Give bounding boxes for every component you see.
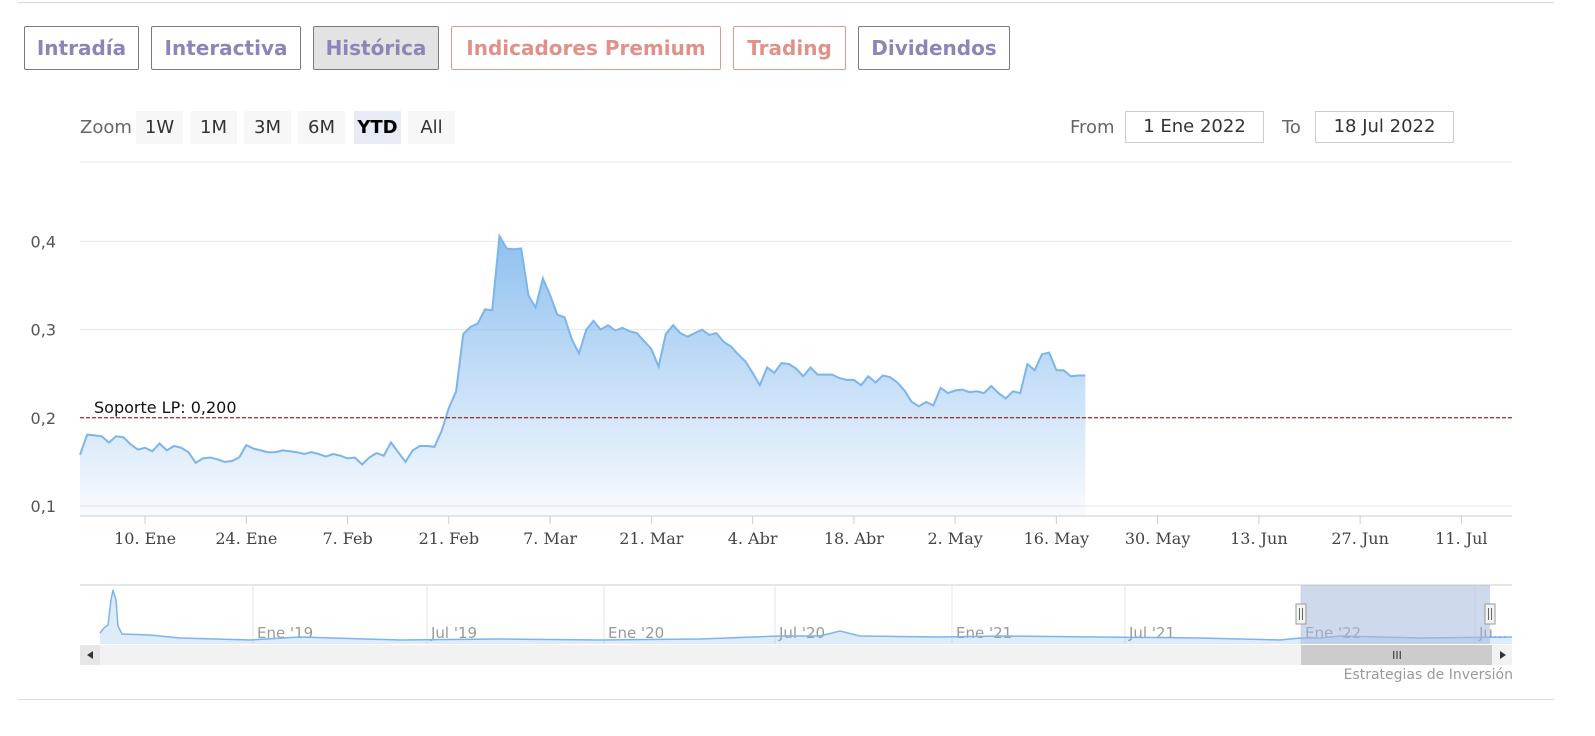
bottom-divider — [18, 699, 1554, 700]
y-tick-label: 0,4 — [31, 232, 56, 251]
x-tick-label: 7. Feb — [322, 529, 372, 548]
x-tick-label: 2. May — [927, 529, 982, 548]
arrow-right-icon — [1500, 651, 1506, 659]
x-tick-label: 16. May — [1024, 529, 1090, 548]
x-tick-label: 11. Jul — [1435, 529, 1487, 548]
to-date-input[interactable]: 18 Jul 2022 — [1315, 111, 1454, 143]
zoom-1m-button[interactable]: 1M — [190, 111, 237, 144]
x-tick-label: 24. Ene — [215, 529, 277, 548]
tab-intradia[interactable]: Intradía — [24, 26, 139, 70]
tab-dividendos[interactable]: Dividendos — [858, 26, 1010, 70]
zoom-ytd-button[interactable]: YTD — [354, 111, 401, 144]
zoom-label: Zoom — [80, 117, 132, 138]
navigator[interactable]: Ene '19 Jul '19 Ene '20 Jul '20 Ene '21 Jul '… — [80, 584, 1513, 665]
x-tick-label: 13. Jun — [1230, 529, 1288, 548]
to-label: To — [1282, 117, 1301, 138]
zoom-3m-button[interactable]: 3M — [244, 111, 291, 144]
navigator-label: Jul '19 — [430, 624, 477, 642]
y-tick-label: 0,2 — [31, 409, 56, 428]
navigator-label: Ene '21 — [956, 624, 1012, 642]
from-label: From — [1070, 117, 1115, 138]
tab-interactiva[interactable]: Interactiva — [151, 26, 301, 70]
x-tick-label: 10. Ene — [114, 529, 176, 548]
price-area — [80, 236, 1086, 516]
x-tick-label: 30. May — [1125, 529, 1191, 548]
credit-link[interactable]: Estrategias de Inversión — [1343, 667, 1513, 683]
scrollbar-grip: III — [1392, 649, 1402, 662]
x-tick-label: 18. Abr — [824, 529, 884, 548]
support-label: Soporte LP: 0,200 — [94, 398, 237, 417]
x-tick-label: 27. Jun — [1331, 529, 1389, 548]
x-tick-label: 21. Mar — [619, 529, 683, 548]
y-tick-label: 0,1 — [31, 497, 56, 516]
scrollbar-thumb — [1301, 645, 1493, 665]
navigator-label: Ene '20 — [608, 624, 664, 642]
from-date-input[interactable]: 1 Ene 2022 — [1125, 111, 1264, 143]
navigator-label: Jul '20 — [778, 624, 825, 642]
arrow-left-icon — [87, 651, 93, 659]
y-tick-label: 0,3 — [31, 321, 56, 340]
scrollbar-track — [80, 645, 1512, 665]
x-tick-label: 7. Mar — [523, 529, 577, 548]
price-line — [79, 232, 1086, 466]
tab-historica[interactable]: Histórica — [313, 26, 439, 70]
navigator-selection — [1301, 585, 1490, 644]
zoom-all-button[interactable]: All — [408, 111, 455, 144]
zoom-6m-button[interactable]: 6M — [298, 111, 345, 144]
navigator-line — [99, 589, 1513, 641]
tab-indicadores-premium[interactable]: Indicadores Premium — [451, 26, 721, 70]
navigator-left-handle — [1295, 603, 1307, 625]
x-tick-label: 21. Feb — [419, 529, 479, 548]
zoom-1w-button[interactable]: 1W — [136, 111, 183, 144]
top-divider — [18, 2, 1554, 3]
tab-trading[interactable]: Trading — [733, 26, 846, 70]
x-tick-label: 4. Abr — [728, 529, 778, 548]
navigator-right-handle — [1484, 603, 1496, 625]
